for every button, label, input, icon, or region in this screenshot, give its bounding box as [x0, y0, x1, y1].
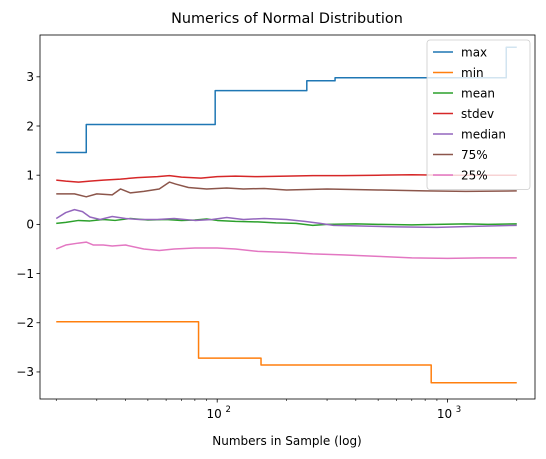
- x-tick-exponent: 2: [225, 405, 230, 415]
- x-tick-exponent: 3: [456, 405, 461, 415]
- legend-label: 75%: [461, 148, 488, 162]
- y-tick-label: 3: [26, 70, 34, 84]
- chart-title: Numerics of Normal Distribution: [171, 11, 403, 27]
- y-tick-label: 2: [26, 119, 34, 133]
- legend-label: 25%: [461, 168, 488, 182]
- y-tick-label: −2: [16, 316, 34, 330]
- y-tick-label: 1: [26, 168, 34, 182]
- legend: max min mean stdev median 75% 25%: [427, 40, 530, 190]
- legend-label: stdev: [461, 107, 494, 121]
- y-tick-label: −3: [16, 365, 34, 379]
- legend-label: max: [461, 45, 487, 59]
- legend-label: mean: [461, 86, 495, 100]
- x-axis-label: Numbers in Sample (log): [212, 434, 362, 448]
- y-tick-label: 0: [26, 218, 34, 232]
- legend-label: median: [461, 127, 506, 141]
- x-tick-label: 10: [437, 407, 452, 421]
- y-tick-label: −1: [16, 267, 34, 281]
- legend-label: min: [461, 66, 484, 80]
- x-tick-label: 10: [207, 407, 222, 421]
